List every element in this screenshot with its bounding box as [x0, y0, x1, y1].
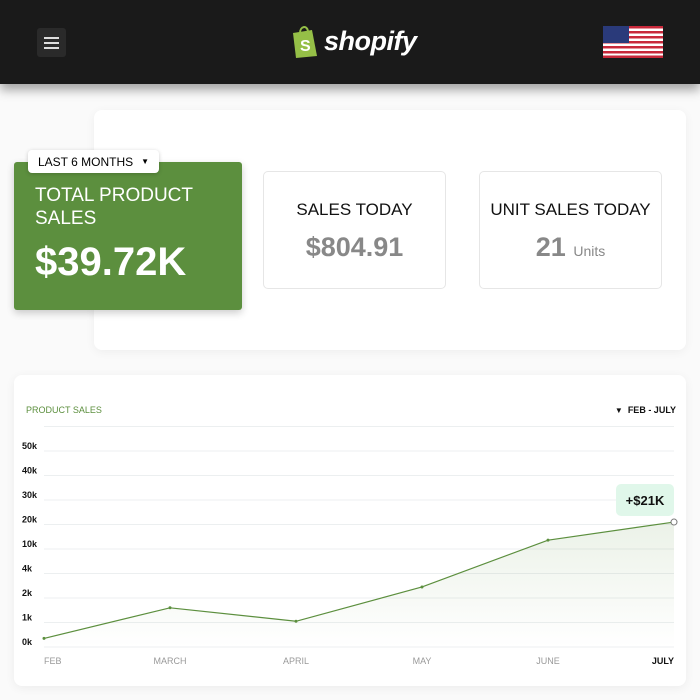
y-tick-label: 30k — [22, 490, 38, 500]
x-tick-label: MAY — [413, 656, 432, 666]
y-tick-label: 10k — [22, 539, 38, 549]
caret-down-icon: ▼ — [614, 406, 623, 415]
total-sales-card: TOTAL PRODUCT SALES $39.72K — [14, 162, 242, 310]
y-tick-label: 2k — [22, 588, 33, 598]
unit-sales-title: UNIT SALES TODAY — [490, 200, 651, 219]
sales-today-value: $804.91 — [305, 232, 404, 262]
caret-down-icon: ▼ — [141, 157, 150, 166]
chart-title: PRODUCT SALES — [26, 405, 102, 415]
unit-sales-card: UNIT SALES TODAY 21 Units — [479, 171, 662, 289]
unit-label: Units — [573, 243, 606, 259]
data-point — [546, 538, 550, 542]
us-flag-icon[interactable] — [603, 26, 663, 58]
y-tick-label: 1k — [22, 613, 33, 623]
x-tick-label: JULY — [652, 656, 674, 666]
data-point — [42, 636, 46, 640]
sales-line — [43, 521, 675, 640]
range-label: LAST 6 MONTHS — [38, 154, 134, 169]
sales-today-title: SALES TODAY — [296, 200, 413, 219]
x-tick-label: MARCH — [154, 656, 187, 666]
data-point — [168, 606, 172, 610]
unit-sales-value: 21 — [535, 232, 566, 262]
growth-badge-label: +$21K — [626, 493, 665, 508]
data-point — [420, 585, 424, 589]
data-point — [294, 619, 298, 623]
y-tick-label: 20k — [22, 515, 38, 525]
shopping-bag-icon: S — [293, 26, 317, 58]
sales-today-card: SALES TODAY $804.91 — [263, 171, 446, 289]
chart-range-label: FEB - JULY — [627, 405, 676, 415]
y-tick-label: 4k — [22, 564, 33, 574]
area-fill — [44, 522, 674, 647]
x-tick-label: APRIL — [283, 656, 309, 666]
last-point-marker — [670, 518, 678, 526]
x-tick-label: JUNE — [536, 656, 560, 666]
total-sales-value: $39.72K — [35, 240, 187, 284]
total-sales-title: TOTAL PRODUCT SALES — [35, 185, 193, 229]
y-tick-label: 40k — [22, 466, 38, 476]
hamburger-menu-button[interactable] — [37, 28, 66, 57]
y-tick-label: 50k — [22, 441, 38, 451]
shopify-logo[interactable]: S shopify — [290, 24, 417, 58]
svg-text:S: S — [300, 38, 311, 55]
growth-badge — [616, 484, 674, 516]
top-bar: S shopify — [0, 0, 700, 84]
x-tick-label: FEB — [44, 656, 62, 666]
brand-name: shopify — [324, 25, 417, 56]
range-dropdown[interactable]: LAST 6 MONTHS ▼ — [28, 150, 160, 173]
y-tick-label: 0k — [22, 637, 33, 647]
chart-range-dropdown[interactable]: ▼ FEB - JULY — [615, 405, 676, 415]
